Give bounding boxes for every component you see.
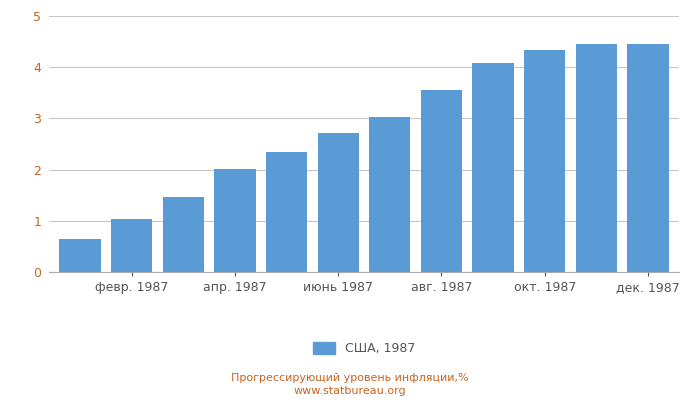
- Text: www.statbureau.org: www.statbureau.org: [294, 386, 406, 396]
- Bar: [266, 152, 307, 272]
- Bar: [60, 239, 101, 272]
- Bar: [214, 168, 256, 272]
- Bar: [627, 44, 668, 272]
- Bar: [162, 197, 204, 272]
- Bar: [421, 90, 462, 272]
- Bar: [111, 219, 153, 272]
- Bar: [524, 50, 566, 272]
- Bar: [318, 133, 359, 272]
- Bar: [369, 117, 410, 272]
- Bar: [473, 63, 514, 272]
- Bar: [575, 44, 617, 272]
- Legend: США, 1987: США, 1987: [313, 342, 415, 355]
- Text: Прогрессирующий уровень инфляции,%: Прогрессирующий уровень инфляции,%: [231, 373, 469, 383]
